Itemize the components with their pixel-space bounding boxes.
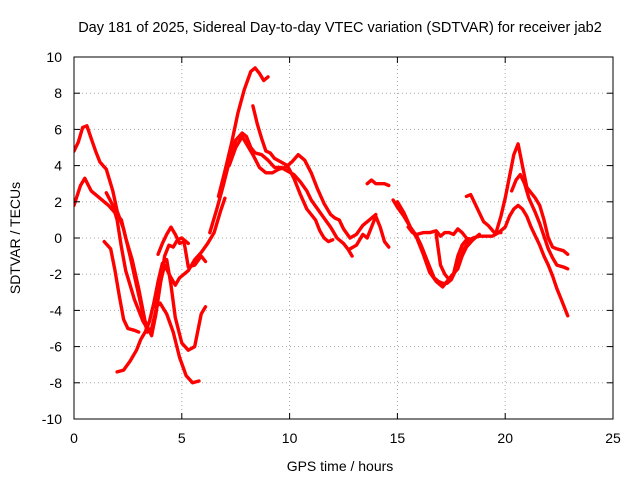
x-tick-label: 20 — [497, 430, 513, 446]
y-tick-label: 2 — [54, 194, 62, 210]
x-tick-label: 5 — [178, 430, 186, 446]
series-arc-5 — [115, 258, 208, 374]
x-tick-label: 10 — [282, 430, 298, 446]
series-arc-4 — [104, 191, 149, 331]
y-tick-label: 4 — [54, 158, 62, 174]
series-arc-9 — [216, 66, 270, 199]
y-tick-label: -4 — [50, 302, 63, 318]
y-tick-label: -8 — [50, 375, 63, 391]
series-arc-13 — [365, 178, 391, 188]
series-arc-12 — [348, 214, 391, 251]
series-arc-19 — [494, 142, 570, 256]
y-tick-label: -10 — [42, 411, 62, 427]
y-tick-label: 8 — [54, 85, 62, 101]
data-series — [74, 66, 570, 385]
x-tick-label: 25 — [605, 430, 621, 446]
y-tick-label: 10 — [46, 49, 62, 65]
x-tick-labels: 0 5 10 15 20 25 — [70, 430, 621, 446]
chart-title: Day 181 of 2025, Sidereal Day-to-day VTE… — [78, 20, 602, 36]
series-arc-20 — [510, 172, 570, 271]
series-arc-3 — [102, 239, 141, 334]
x-axis-label: GPS time / hours — [287, 458, 394, 474]
x-tick-label: 15 — [390, 430, 406, 446]
series-arc-10 — [227, 134, 378, 240]
x-tick-label: 0 — [70, 430, 78, 446]
y-tick-labels: -10 -8 -6 -4 -2 0 2 4 6 8 10 — [42, 49, 62, 427]
y-tick-label: 0 — [54, 230, 62, 246]
series-arc-7 — [156, 225, 208, 269]
y-axis-label: SDTVAR / TECUs — [7, 182, 23, 294]
series-arc-18 — [464, 192, 503, 235]
axis-ticks — [73, 56, 614, 420]
series-arc-2 — [74, 176, 190, 338]
y-tick-label: 6 — [54, 121, 62, 137]
series-arc-16 — [406, 225, 475, 242]
series-arc-11 — [251, 104, 335, 244]
y-tick-label: -6 — [50, 339, 63, 355]
series-arc-6 — [154, 301, 201, 385]
y-tick-label: -2 — [50, 266, 63, 282]
series-arc-17 — [434, 232, 469, 282]
